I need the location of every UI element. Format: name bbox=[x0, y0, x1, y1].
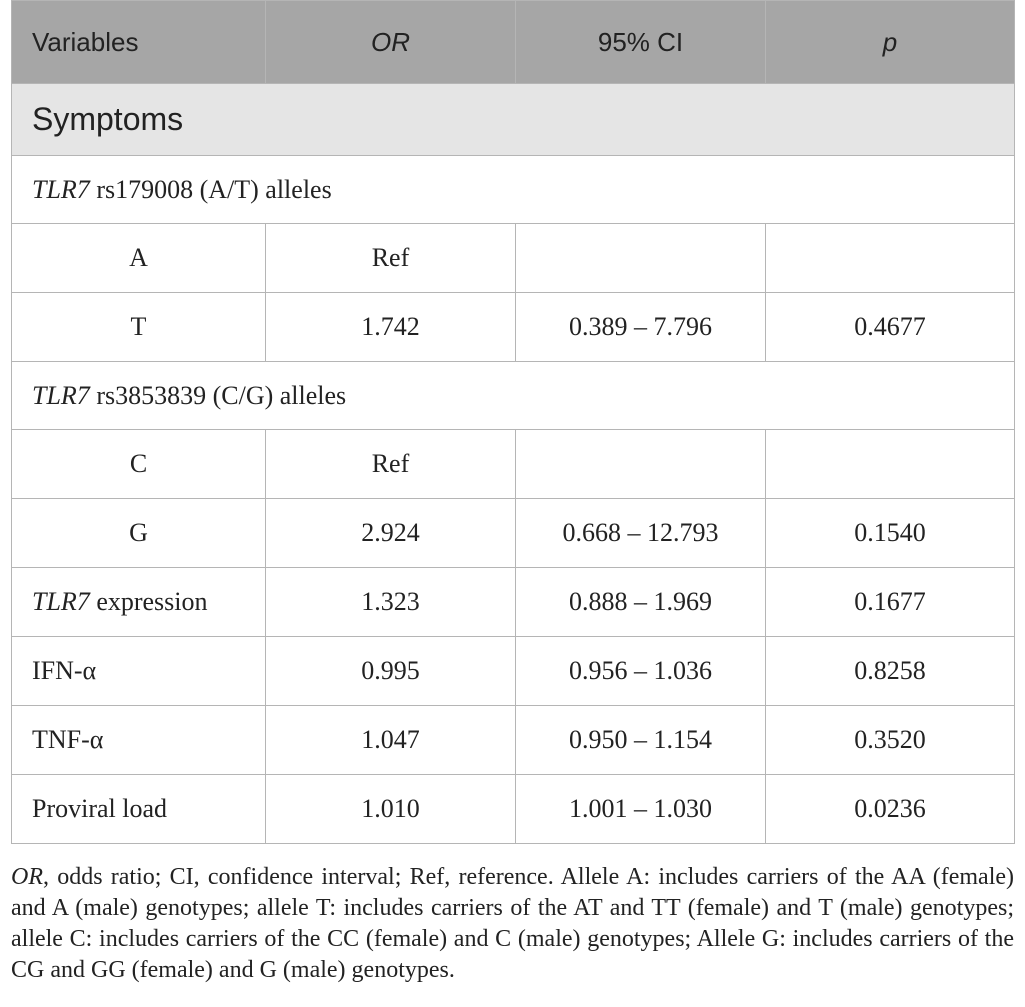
cell-variable: TLR7 expression bbox=[11, 567, 266, 637]
table-row: G 2.924 0.668 – 12.793 0.1540 bbox=[11, 498, 1015, 568]
cell-or: Ref bbox=[265, 223, 516, 293]
table-footnote: OR, odds ratio; CI, confidence interval;… bbox=[11, 862, 1014, 986]
section-row: Symptoms bbox=[11, 83, 1015, 156]
table-row: Proviral load 1.010 1.001 – 1.030 0.0236 bbox=[11, 774, 1015, 844]
header-variables: Variables bbox=[11, 0, 266, 84]
cell-or: 1.047 bbox=[265, 705, 516, 775]
section-label: Symptoms bbox=[11, 83, 1015, 156]
variable-label: expression bbox=[89, 587, 208, 616]
footnote-text: ; CI, confidence interval; Ref, referenc… bbox=[11, 864, 1015, 983]
cell-variable: T bbox=[11, 292, 266, 362]
gene-name: TLR7 bbox=[32, 174, 90, 204]
cell-p bbox=[765, 223, 1015, 293]
group-header-cell: TLR7 rs3853839 (C/G) alleles bbox=[11, 361, 1015, 430]
cell-p: 0.8258 bbox=[765, 636, 1015, 706]
cell-ci: 1.001 – 1.030 bbox=[515, 774, 766, 844]
cell-p: 0.3520 bbox=[765, 705, 1015, 775]
cell-p: 0.1677 bbox=[765, 567, 1015, 637]
cell-variable: Proviral load bbox=[11, 774, 266, 844]
footnote-or-abbr: OR bbox=[11, 864, 43, 890]
cell-or: 2.924 bbox=[265, 498, 516, 568]
cell-variable: A bbox=[11, 223, 266, 293]
table-header: Variables OR 95% CI p bbox=[11, 0, 1015, 84]
header-or: OR bbox=[265, 0, 516, 84]
gene-name: TLR7 bbox=[32, 587, 90, 616]
cell-ci: 0.888 – 1.969 bbox=[515, 567, 766, 637]
cell-ci: 0.950 – 1.154 bbox=[515, 705, 766, 775]
cell-p bbox=[765, 429, 1015, 499]
group-header-row: TLR7 rs179008 (A/T) alleles bbox=[11, 155, 1015, 224]
table-row: A Ref bbox=[11, 223, 1015, 293]
cell-p: 0.4677 bbox=[765, 292, 1015, 362]
cell-ci: 0.956 – 1.036 bbox=[515, 636, 766, 706]
cell-or: 1.010 bbox=[265, 774, 516, 844]
gene-name: TLR7 bbox=[32, 380, 90, 410]
cell-or: 0.995 bbox=[265, 636, 516, 706]
group-label: rs179008 (A/T) alleles bbox=[89, 174, 332, 204]
cell-ci: 0.389 – 7.796 bbox=[515, 292, 766, 362]
cell-variable: C bbox=[11, 429, 266, 499]
cell-ci: 0.668 – 12.793 bbox=[515, 498, 766, 568]
footnote-or-def: , odds ratio bbox=[43, 864, 155, 890]
cell-ci bbox=[515, 223, 766, 293]
cell-variable: G bbox=[11, 498, 266, 568]
cell-or: 1.323 bbox=[265, 567, 516, 637]
results-table: Variables OR 95% CI p Symptoms TLR7 rs17… bbox=[11, 0, 1015, 844]
table-row: C Ref bbox=[11, 429, 1015, 499]
cell-or: Ref bbox=[265, 429, 516, 499]
header-ci: 95% CI bbox=[515, 0, 766, 84]
cell-or: 1.742 bbox=[265, 292, 516, 362]
header-p: p bbox=[765, 0, 1015, 84]
cell-ci bbox=[515, 429, 766, 499]
group-header-cell: TLR7 rs179008 (A/T) alleles bbox=[11, 155, 1015, 224]
cell-variable: TNF-α bbox=[11, 705, 266, 775]
table-row: TNF-α 1.047 0.950 – 1.154 0.3520 bbox=[11, 705, 1015, 775]
cell-p: 0.1540 bbox=[765, 498, 1015, 568]
cell-p: 0.0236 bbox=[765, 774, 1015, 844]
cell-variable: IFN-α bbox=[11, 636, 266, 706]
table-row: TLR7 expression 1.323 0.888 – 1.969 0.16… bbox=[11, 567, 1015, 637]
group-label: rs3853839 (C/G) alleles bbox=[89, 380, 347, 410]
group-header-row: TLR7 rs3853839 (C/G) alleles bbox=[11, 361, 1015, 430]
table-row: IFN-α 0.995 0.956 – 1.036 0.8258 bbox=[11, 636, 1015, 706]
table-row: T 1.742 0.389 – 7.796 0.4677 bbox=[11, 292, 1015, 362]
